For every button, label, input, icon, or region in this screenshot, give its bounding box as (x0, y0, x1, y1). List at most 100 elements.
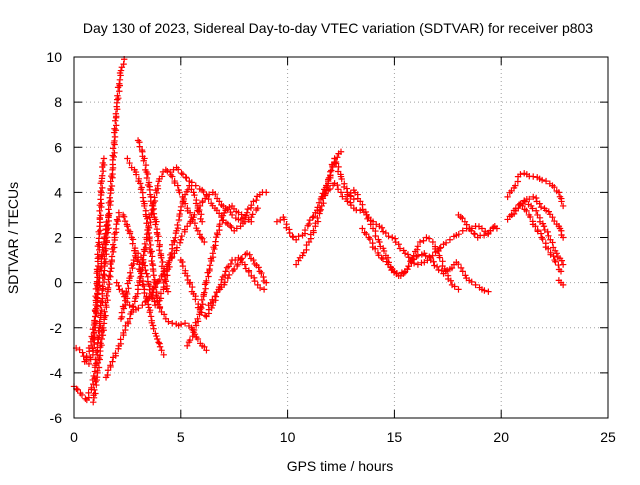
series-12 (184, 202, 255, 349)
data-point (255, 264, 262, 271)
data-point (144, 226, 151, 234)
series-19 (455, 211, 501, 241)
data-point (413, 253, 420, 260)
data-point (295, 233, 302, 240)
data-point (130, 256, 138, 264)
data-point (442, 268, 449, 275)
data-point (521, 198, 528, 205)
data-point (136, 274, 144, 282)
data-point (384, 254, 392, 261)
data-point (532, 207, 540, 214)
data-point (213, 289, 220, 296)
data-point (164, 167, 171, 175)
data-point (184, 223, 191, 230)
data-point (201, 312, 209, 319)
data-point (90, 330, 97, 338)
data-point (103, 218, 110, 226)
data-point (111, 125, 118, 132)
data-point (463, 221, 470, 228)
data-point (201, 238, 208, 246)
data-point (110, 248, 117, 256)
data-point (451, 283, 458, 290)
data-point (116, 80, 123, 87)
data-point (373, 221, 380, 228)
data-point (106, 280, 113, 288)
data-point (334, 181, 341, 189)
data-point (99, 253, 106, 260)
data-point (459, 227, 466, 234)
data-point (205, 273, 212, 280)
data-point (197, 234, 205, 241)
data-point (114, 217, 122, 225)
data-point (446, 236, 454, 243)
data-point (79, 349, 86, 356)
data-point (164, 288, 172, 295)
data-point (114, 92, 121, 99)
data-point (435, 247, 442, 255)
data-point (400, 270, 407, 277)
data-point (363, 230, 370, 238)
y-tick-label: 8 (54, 94, 62, 110)
data-point (94, 367, 101, 374)
data-point (372, 232, 379, 240)
data-point (100, 271, 107, 278)
data-point (166, 263, 173, 271)
data-point (109, 358, 116, 365)
data-point (334, 154, 341, 161)
data-point (150, 272, 157, 279)
data-point (344, 198, 351, 205)
data-point (301, 226, 309, 234)
data-point (190, 326, 198, 334)
data-point (310, 227, 317, 234)
data-point (194, 335, 202, 343)
data-point (192, 296, 199, 303)
data-point (396, 245, 404, 252)
data-point (99, 332, 107, 339)
data-point (169, 320, 176, 327)
data-point (314, 214, 321, 222)
data-point (468, 278, 475, 286)
data-point (127, 272, 135, 280)
data-point (250, 256, 257, 264)
data-point (253, 196, 260, 204)
data-point (76, 346, 83, 354)
data-point (147, 313, 155, 320)
data-point (95, 279, 102, 286)
data-point (147, 241, 154, 249)
data-point (111, 244, 118, 251)
y-tick-label: -4 (50, 365, 63, 381)
data-point (181, 226, 189, 233)
data-point (299, 252, 306, 259)
data-point (94, 359, 102, 367)
data-point (116, 88, 123, 95)
data-point (540, 223, 548, 230)
data-point (163, 285, 170, 292)
data-point (93, 303, 101, 310)
series-24 (555, 277, 567, 289)
data-point (117, 336, 124, 343)
data-point (532, 194, 540, 202)
data-point (187, 218, 194, 225)
data-point (111, 149, 118, 157)
data-point (151, 283, 159, 291)
data-point (359, 225, 366, 232)
data-point (146, 309, 153, 316)
data-point (228, 211, 236, 219)
data-point (106, 210, 113, 217)
data-point (148, 257, 155, 265)
data-point (545, 232, 552, 239)
data-point (532, 223, 539, 230)
data-point (95, 364, 103, 371)
data-point (367, 221, 374, 228)
data-point (98, 172, 106, 179)
x-axis-label: GPS time / hours (287, 458, 394, 474)
data-point (98, 189, 105, 196)
series-4 (81, 211, 112, 365)
data-point (471, 231, 479, 238)
data-point (112, 117, 119, 124)
data-point (263, 279, 270, 286)
data-point (188, 179, 195, 186)
data-point (198, 211, 205, 218)
data-point (156, 246, 163, 254)
data-point (147, 249, 154, 257)
